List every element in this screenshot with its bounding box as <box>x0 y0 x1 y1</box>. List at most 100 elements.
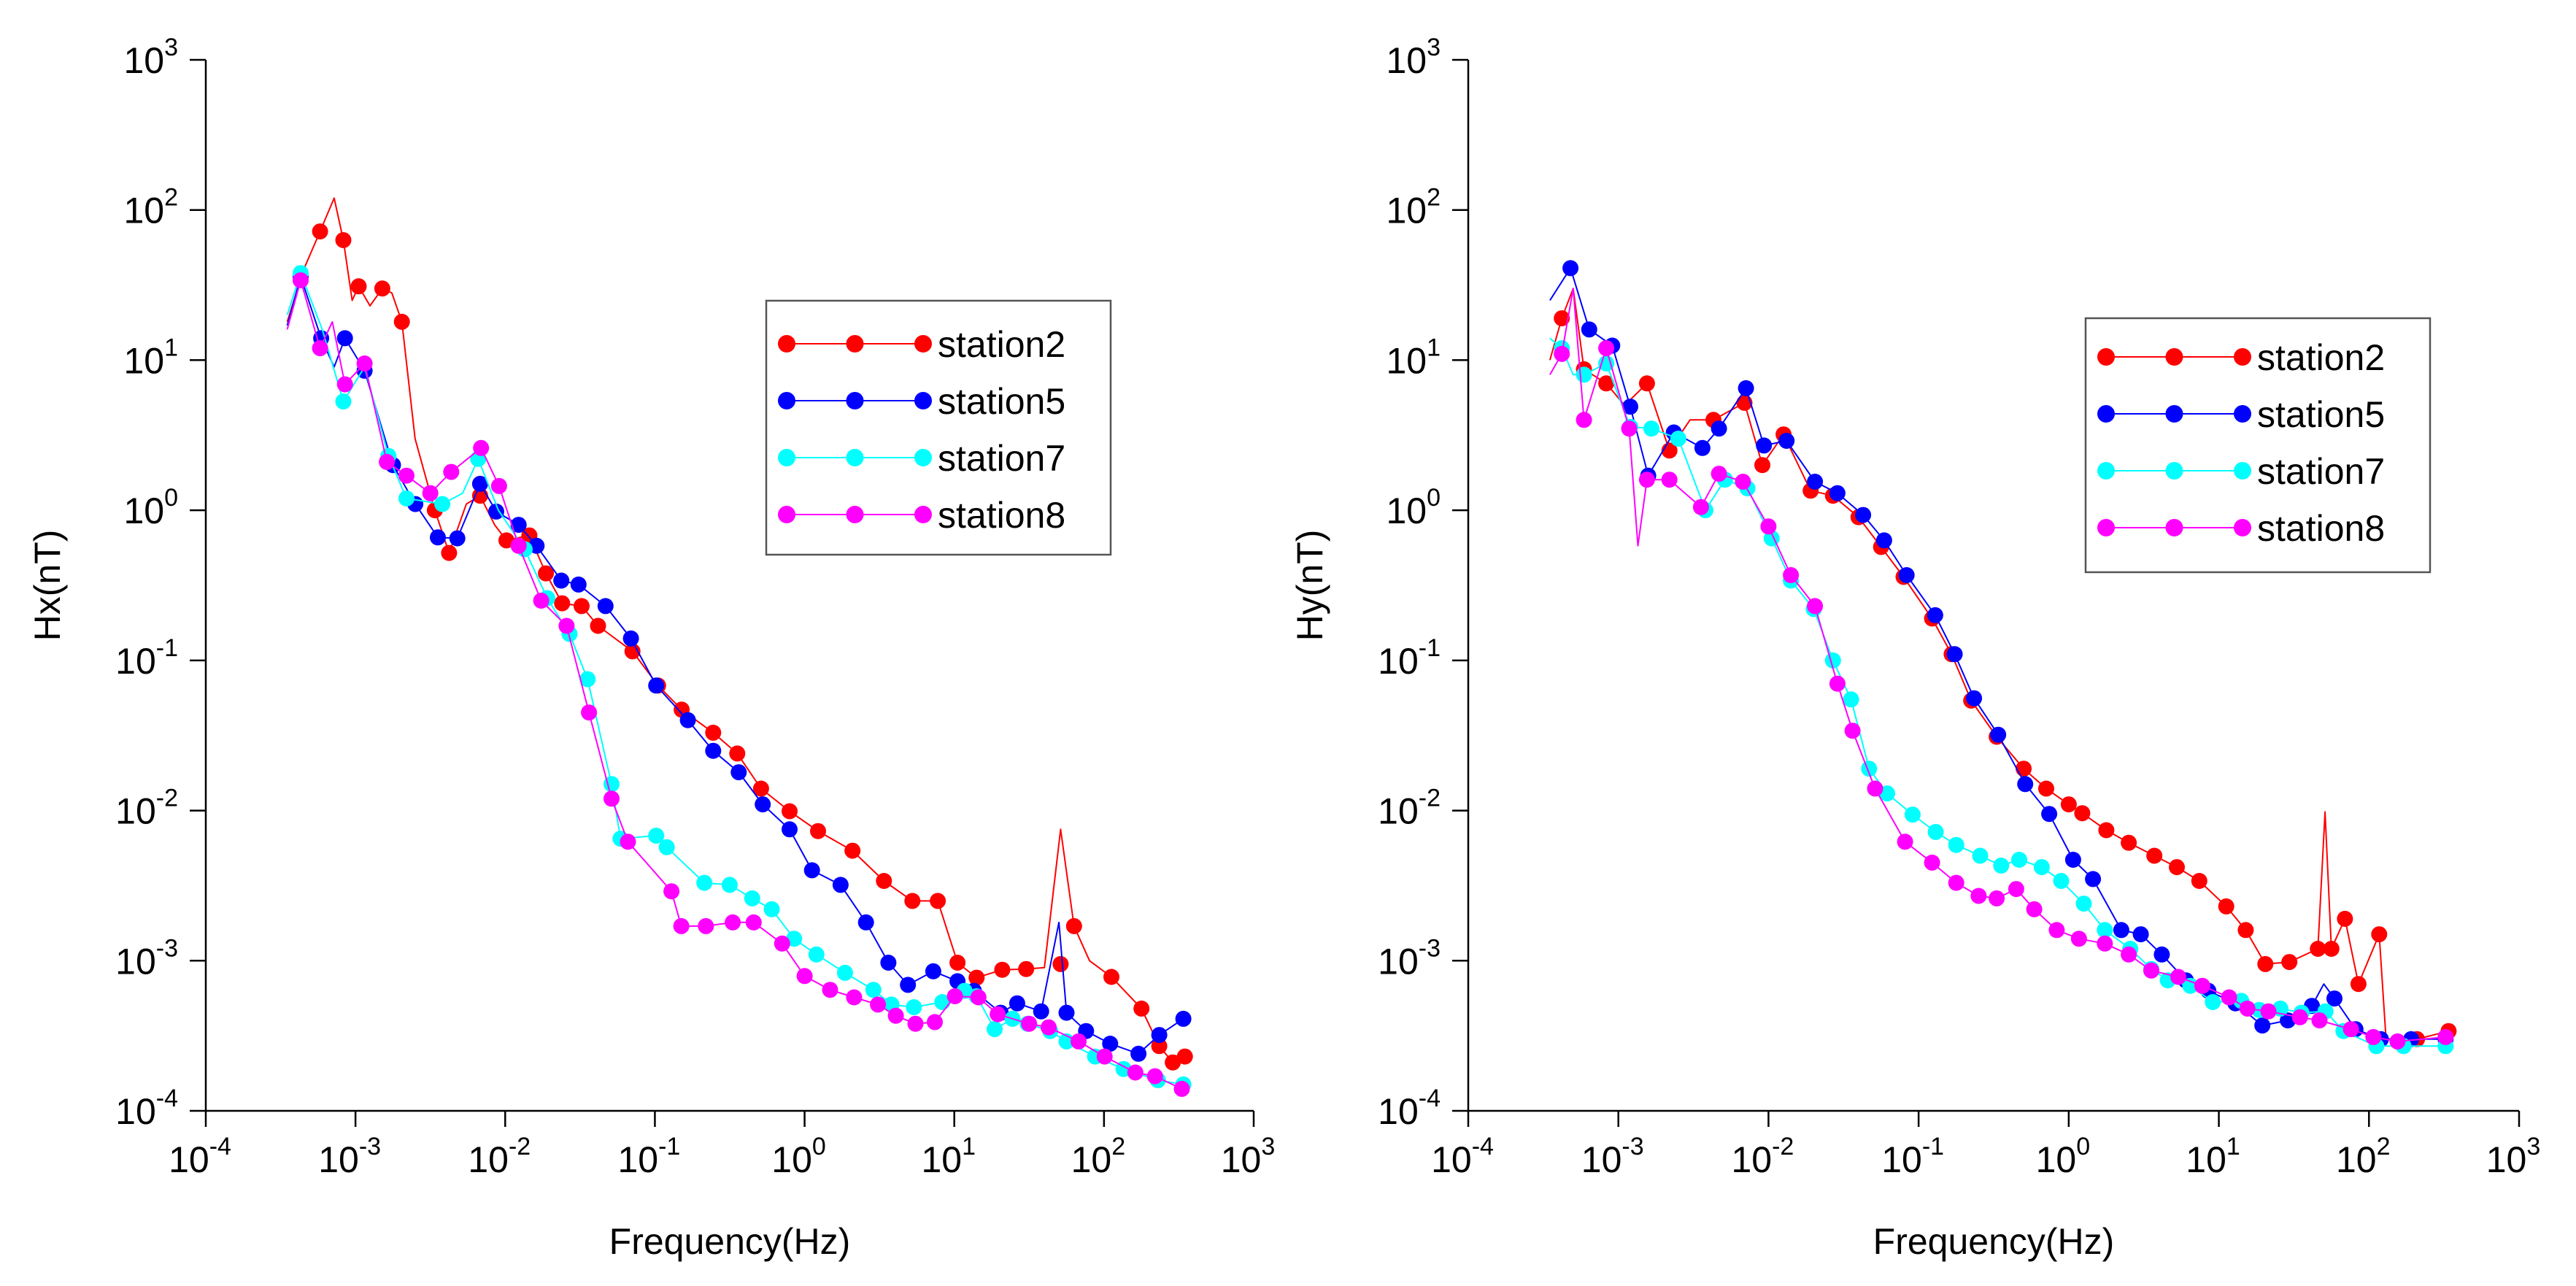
data-point <box>1897 833 1913 850</box>
data-point <box>2257 955 2274 972</box>
data-point <box>1670 431 1686 447</box>
data-point <box>579 671 596 688</box>
legend-marker <box>2165 405 2183 423</box>
data-point <box>1018 960 1035 977</box>
data-point <box>590 617 606 634</box>
data-point <box>1829 485 1846 501</box>
x-tick-label: 10-3 <box>318 1133 381 1180</box>
x-tick-label-base: 10 <box>318 1139 359 1180</box>
data-point <box>2281 954 2298 971</box>
y-tick-label-exponent: -1 <box>156 634 178 662</box>
x-tick-label-exponent: -4 <box>1472 1133 1494 1160</box>
data-point <box>2008 881 2024 898</box>
data-point <box>744 890 760 906</box>
data-point <box>2221 989 2237 1006</box>
x-tick-label: 10-4 <box>1431 1133 1494 1180</box>
data-point <box>2017 776 2034 793</box>
data-point <box>2170 969 2186 985</box>
data-point <box>1576 366 1592 383</box>
data-point <box>374 280 390 297</box>
data-point <box>553 572 570 589</box>
y-tick-label-base: 10 <box>115 941 156 982</box>
data-point <box>2371 926 2388 943</box>
x-tick-label: 100 <box>771 1133 826 1180</box>
x-tick-label-base: 10 <box>1731 1139 1772 1180</box>
x-tick-label-base: 10 <box>2486 1139 2527 1180</box>
data-point <box>673 917 690 934</box>
x-tick-label-base: 10 <box>771 1139 812 1180</box>
data-point <box>1829 675 1846 692</box>
data-point <box>498 532 514 549</box>
x-tick-label-exponent: -4 <box>209 1133 231 1160</box>
data-point <box>1966 690 1983 706</box>
data-point <box>558 617 575 634</box>
data-point <box>752 780 769 797</box>
data-point <box>994 961 1011 978</box>
y-tick-label-base: 10 <box>1378 1091 1419 1132</box>
x-tick-label-exponent: 1 <box>2226 1133 2240 1160</box>
x-tick-label-exponent: -1 <box>658 1133 680 1160</box>
data-point <box>1807 474 1824 490</box>
y-tick-label: 10-4 <box>1378 1085 1441 1132</box>
data-point <box>1554 345 1570 362</box>
data-point <box>1867 780 1883 797</box>
data-point <box>1146 1068 1163 1085</box>
legend-item-station8: station8 <box>2097 508 2385 549</box>
x-tick-label-exponent: -2 <box>1772 1133 1794 1160</box>
y-tick-label: 101 <box>123 334 178 381</box>
data-point <box>1643 420 1659 437</box>
data-point <box>1562 260 1579 277</box>
y-tick-label-exponent: -2 <box>156 785 178 812</box>
data-point <box>430 529 446 546</box>
data-point <box>356 355 373 371</box>
data-point <box>379 453 396 470</box>
data-point <box>398 490 414 507</box>
legend-label: station8 <box>938 495 1065 536</box>
data-point <box>880 955 897 971</box>
data-point <box>1151 1027 1168 1044</box>
data-point <box>1058 1004 1075 1021</box>
data-point <box>1948 874 1964 891</box>
data-point <box>2048 922 2065 939</box>
data-point <box>679 712 696 728</box>
data-point <box>2337 910 2353 927</box>
x-tick-label-exponent: -2 <box>509 1133 531 1160</box>
data-point <box>488 503 504 520</box>
data-point <box>1946 646 1963 663</box>
legend-marker <box>2234 348 2251 366</box>
y-tick-label-exponent: -2 <box>1419 785 1441 812</box>
data-point <box>603 790 620 807</box>
data-point <box>1904 806 1921 823</box>
data-point <box>907 1015 924 1032</box>
x-tick-label: 101 <box>921 1133 976 1180</box>
data-point <box>2350 976 2367 993</box>
data-point <box>1738 380 1754 396</box>
data-point <box>1598 340 1615 357</box>
data-point <box>1875 532 1892 549</box>
data-point <box>844 842 861 859</box>
legend-label: station5 <box>938 381 1065 422</box>
data-point <box>2097 922 2113 939</box>
y-tick-label: 10-3 <box>1378 934 1441 982</box>
y-tick-label: 100 <box>1386 484 1441 531</box>
data-point <box>782 803 798 820</box>
data-point <box>1021 1015 1038 1032</box>
data-point <box>2064 852 2081 868</box>
data-point <box>336 376 353 393</box>
data-point <box>2113 922 2129 939</box>
data-point <box>1133 1000 1150 1017</box>
data-point <box>2260 1003 2277 1020</box>
data-point <box>648 828 665 844</box>
data-point <box>443 463 460 480</box>
x-tick-label-exponent: 3 <box>2526 1133 2540 1160</box>
y-tick-label-base: 10 <box>1386 490 1427 531</box>
data-point <box>1924 854 1940 871</box>
data-point <box>2026 901 2043 917</box>
data-point <box>803 862 820 879</box>
data-point <box>810 823 826 839</box>
data-point <box>422 485 439 501</box>
data-point <box>865 982 882 998</box>
x-tick-label-base: 10 <box>921 1139 962 1180</box>
data-point <box>533 593 549 609</box>
legend-item-station2: station2 <box>778 324 1065 365</box>
